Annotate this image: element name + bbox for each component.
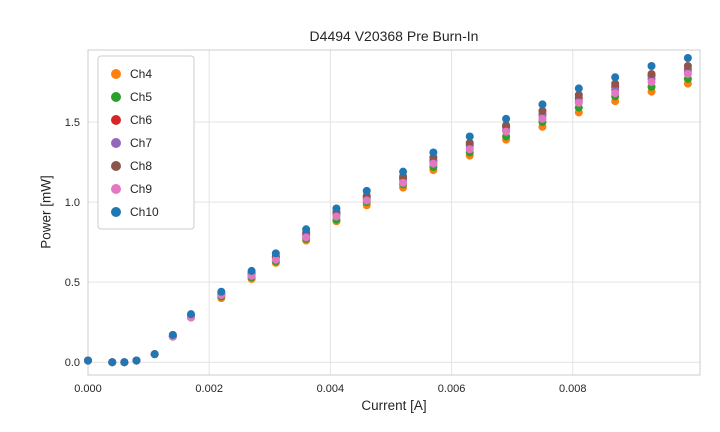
scatter-point — [683, 70, 692, 79]
scatter-point — [271, 249, 280, 258]
scatter-point — [84, 356, 92, 365]
x-tick-label: 0.004 — [317, 383, 345, 395]
scatter-point — [465, 138, 474, 147]
scatter-point — [362, 196, 371, 205]
legend-marker-icon — [111, 207, 121, 217]
scatter-point — [538, 114, 547, 123]
scatter-point — [465, 145, 474, 154]
x-tick-label: 0.002 — [195, 383, 223, 395]
scatter-point — [538, 100, 547, 109]
scatter-point — [362, 186, 371, 195]
scatter-point — [574, 90, 583, 99]
legend-marker-icon — [111, 92, 121, 102]
scatter-point — [429, 148, 438, 157]
scatter-point — [683, 54, 692, 63]
y-tick-label: 1.5 — [65, 117, 80, 129]
legend-item-ch5: Ch5 — [111, 90, 152, 104]
scatter-point — [502, 114, 511, 123]
scatter-point — [465, 132, 474, 141]
legend-label: Ch6 — [130, 113, 152, 127]
legend-label: Ch8 — [130, 159, 152, 173]
scatter-point — [271, 255, 280, 264]
scatter-point — [332, 212, 341, 221]
legend: Ch4 Ch5 Ch6 Ch7 Ch8 Ch9 Ch10 — [97, 55, 195, 230]
scatter-point — [538, 106, 547, 115]
scatter-point — [502, 121, 511, 130]
scatter-point — [187, 310, 196, 319]
scatter-point — [502, 127, 511, 136]
legend-label: Ch5 — [130, 90, 152, 104]
legend-marker-icon — [111, 161, 121, 171]
scatter-point — [683, 62, 692, 71]
legend-label: Ch9 — [130, 182, 152, 196]
scatter-point — [429, 159, 438, 168]
scatter-point — [611, 73, 620, 82]
legend-item-ch7: Ch7 — [111, 136, 152, 150]
legend-marker-icon — [111, 138, 121, 148]
scatter-point — [247, 266, 256, 275]
legend-box — [97, 55, 195, 230]
y-tick-label: 0.0 — [65, 357, 80, 369]
chart-title: D4494 V20368 Pre Burn-In — [309, 28, 479, 44]
legend-marker-icon — [111, 69, 121, 79]
y-axis-label: Power [mW] — [38, 175, 54, 249]
legend-item-ch8: Ch8 — [111, 159, 152, 173]
legend-label: Ch7 — [130, 136, 152, 150]
legend-item-ch10: Ch10 — [111, 205, 159, 219]
scatter-point — [302, 225, 311, 234]
scatter-point — [132, 356, 141, 365]
scatter-point — [217, 287, 226, 296]
x-tick-label: 0.006 — [438, 383, 466, 395]
legend-label: Ch4 — [130, 67, 152, 81]
scatter-point — [399, 167, 408, 176]
scatter-point — [647, 62, 656, 71]
scatter-point — [574, 84, 583, 93]
legend-marker-icon — [111, 115, 121, 125]
legend-item-ch6: Ch6 — [111, 113, 152, 127]
legend-label: Ch10 — [130, 205, 159, 219]
scatter-point — [611, 79, 620, 88]
x-tick-label: 0.000 — [74, 383, 102, 395]
y-tick-label: 1.0 — [65, 197, 80, 209]
scatter-point — [168, 330, 177, 339]
legend-item-ch9: Ch9 — [111, 182, 152, 196]
scatter-point — [611, 89, 620, 98]
scatter-point — [399, 178, 408, 187]
scatter-point — [574, 98, 583, 107]
scatter-point — [150, 350, 159, 359]
legend-item-ch4: Ch4 — [111, 67, 152, 81]
scatter-point — [647, 78, 656, 87]
scatter-point — [647, 70, 656, 79]
legend-marker-icon — [111, 184, 121, 194]
plot-border — [87, 49, 701, 376]
scatter-point — [120, 358, 129, 367]
scatter-point — [302, 233, 311, 242]
scatter-point — [332, 204, 341, 213]
x-tick-label: 0.008 — [559, 383, 587, 395]
scatter-point — [108, 358, 117, 367]
y-tick-label: 0.5 — [65, 277, 80, 289]
series-ch10 — [84, 54, 692, 367]
x-axis-label: Current [A] — [361, 398, 427, 413]
